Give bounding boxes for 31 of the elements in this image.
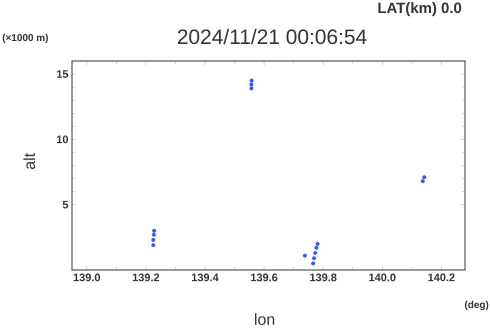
point (152, 228, 156, 233)
point (422, 175, 426, 180)
x-tick-label: 139.8 (310, 274, 337, 282)
point (302, 254, 307, 258)
y-axis-title: alt (23, 153, 36, 170)
chart-title: 2024/11/21 00:06:54 (178, 28, 367, 44)
point (313, 251, 318, 256)
x-tick-label: 139.6 (251, 274, 278, 282)
x-axis-title: lon (255, 313, 274, 325)
x-tick-label: 139.4 (192, 274, 219, 282)
text: LAT(km) 0.0 (378, 2, 462, 16)
y-tick-label: 15 (56, 70, 68, 78)
point (151, 243, 156, 248)
y-tick-label: 10 (56, 136, 68, 144)
x-tick-label: 140.0 (369, 274, 396, 282)
y-tick-label: 5 (62, 200, 68, 209)
point (151, 238, 156, 242)
point (316, 242, 320, 246)
point (152, 232, 156, 237)
point (250, 78, 254, 83)
point (312, 256, 316, 260)
point (249, 86, 254, 90)
x-tick-label: 139.0 (74, 274, 100, 282)
text: (deg) (464, 300, 488, 310)
point (314, 246, 318, 250)
x-tick-label: 140.2 (428, 274, 455, 282)
point (420, 179, 425, 184)
text: (×1000 m) (2, 34, 48, 44)
x-tick-label: 139.2 (132, 274, 160, 282)
point (311, 261, 316, 266)
point (249, 82, 254, 87)
